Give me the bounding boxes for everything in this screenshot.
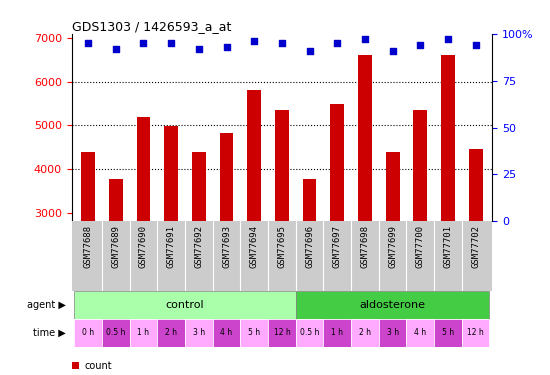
Bar: [323, 319, 351, 347]
Text: GSM77701: GSM77701: [443, 225, 453, 268]
Bar: [136, 117, 150, 344]
Bar: [406, 319, 434, 347]
Text: 5 h: 5 h: [442, 328, 454, 338]
Text: control: control: [166, 300, 204, 310]
Point: [250, 38, 258, 44]
Bar: [434, 319, 462, 347]
Point: [416, 42, 425, 48]
Bar: [358, 55, 372, 344]
Text: 12 h: 12 h: [273, 328, 290, 338]
Text: count: count: [84, 361, 112, 370]
Point: [443, 36, 452, 42]
Point: [333, 40, 342, 46]
Bar: [275, 110, 289, 344]
Bar: [109, 178, 123, 344]
Text: GSM77702: GSM77702: [471, 225, 480, 268]
Text: 3 h: 3 h: [192, 328, 205, 338]
Bar: [213, 319, 240, 347]
Bar: [296, 319, 323, 347]
Bar: [351, 319, 379, 347]
Text: 1 h: 1 h: [138, 328, 150, 338]
Bar: [469, 149, 482, 344]
Text: time ▶: time ▶: [33, 328, 66, 338]
Bar: [268, 319, 296, 347]
Text: GSM77691: GSM77691: [167, 225, 175, 268]
Text: GSM77693: GSM77693: [222, 225, 231, 268]
Bar: [157, 319, 185, 347]
Bar: [302, 178, 316, 344]
Point: [471, 42, 480, 48]
Text: GSM77697: GSM77697: [333, 225, 342, 268]
Bar: [462, 319, 490, 347]
Point: [360, 36, 369, 42]
Point: [277, 40, 286, 46]
Text: 12 h: 12 h: [468, 328, 484, 338]
Text: 0.5 h: 0.5 h: [106, 328, 125, 338]
Text: GSM77696: GSM77696: [305, 225, 314, 268]
Bar: [379, 319, 406, 347]
Bar: [185, 319, 213, 347]
Text: GSM77695: GSM77695: [277, 225, 287, 268]
Text: GSM77689: GSM77689: [111, 225, 120, 268]
Point: [388, 48, 397, 54]
Text: aldosterone: aldosterone: [360, 300, 426, 310]
Point: [139, 40, 148, 46]
Text: 2 h: 2 h: [165, 328, 177, 338]
Bar: [331, 104, 344, 344]
Text: agent ▶: agent ▶: [27, 300, 66, 310]
Bar: [386, 152, 399, 344]
Text: GSM77699: GSM77699: [388, 225, 397, 268]
Bar: [102, 319, 130, 347]
Text: 2 h: 2 h: [359, 328, 371, 338]
Bar: [248, 90, 261, 344]
Bar: [240, 319, 268, 347]
Text: GSM77692: GSM77692: [194, 225, 204, 268]
Text: GSM77700: GSM77700: [416, 225, 425, 268]
Text: GSM77694: GSM77694: [250, 225, 258, 268]
Point: [305, 48, 314, 54]
Point: [222, 44, 231, 50]
Point: [195, 46, 204, 52]
Text: GSM77690: GSM77690: [139, 225, 148, 268]
Text: 0.5 h: 0.5 h: [300, 328, 319, 338]
Text: 1 h: 1 h: [331, 328, 343, 338]
Bar: [81, 152, 95, 344]
Point: [84, 40, 92, 46]
Text: 0 h: 0 h: [82, 328, 94, 338]
Text: 4 h: 4 h: [221, 328, 233, 338]
Text: 4 h: 4 h: [414, 328, 426, 338]
Bar: [74, 319, 102, 347]
Bar: [74, 291, 296, 319]
Text: GSM77688: GSM77688: [84, 225, 92, 268]
Text: GSM77698: GSM77698: [360, 225, 370, 268]
Bar: [296, 291, 490, 319]
Bar: [414, 111, 427, 344]
Bar: [164, 126, 178, 344]
Text: 3 h: 3 h: [387, 328, 399, 338]
Point: [112, 46, 120, 52]
Text: 5 h: 5 h: [248, 328, 260, 338]
Point: [167, 40, 175, 46]
Bar: [219, 133, 233, 344]
Bar: [441, 55, 455, 344]
Bar: [192, 152, 206, 344]
Bar: [130, 319, 157, 347]
Text: GDS1303 / 1426593_a_at: GDS1303 / 1426593_a_at: [72, 20, 231, 33]
